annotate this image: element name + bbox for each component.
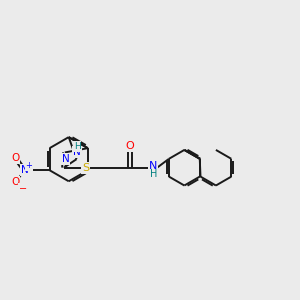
Text: +: +: [25, 161, 32, 170]
Text: H: H: [74, 142, 80, 151]
Text: N: N: [62, 154, 70, 164]
Text: O: O: [11, 177, 20, 187]
Text: N: N: [149, 161, 158, 171]
Text: N: N: [73, 147, 81, 157]
Text: H: H: [150, 169, 157, 179]
Text: −: −: [19, 184, 27, 194]
Text: N: N: [21, 165, 28, 175]
Text: S: S: [82, 163, 89, 173]
Text: O: O: [11, 153, 20, 163]
Text: O: O: [126, 141, 134, 151]
